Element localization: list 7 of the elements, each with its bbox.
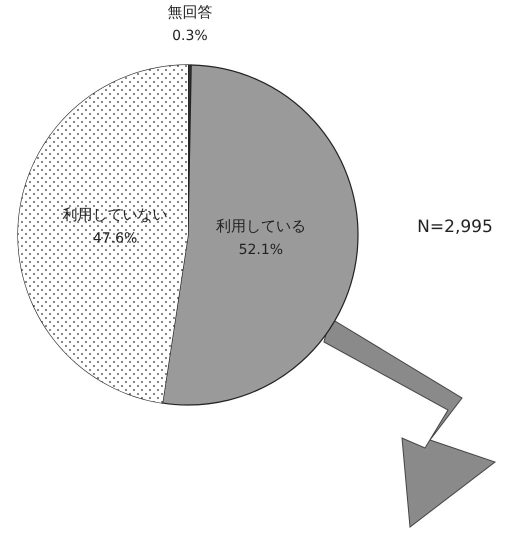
data-label: 52.1% — [238, 242, 284, 258]
slice-label: 利用している — [216, 217, 306, 236]
slice-label: 利用していない — [62, 205, 168, 224]
text: N=2,995 — [417, 217, 493, 237]
data-label: 0.3% — [172, 28, 208, 44]
data-label: 47.6% — [92, 230, 138, 246]
slice-label: 無回答 — [167, 3, 212, 21]
